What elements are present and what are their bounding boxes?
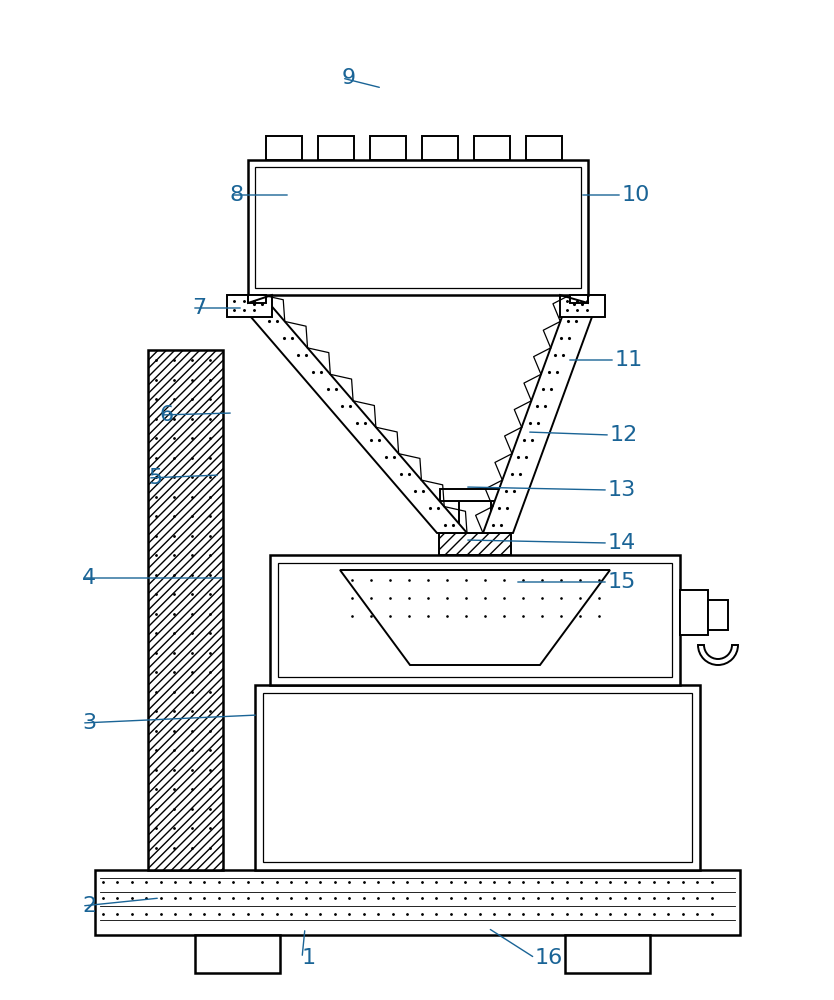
Polygon shape bbox=[340, 570, 610, 665]
Bar bbox=[248, 160, 588, 295]
Bar bbox=[148, 350, 223, 870]
Bar bbox=[422, 136, 458, 160]
Text: 11: 11 bbox=[615, 350, 643, 370]
Text: 4: 4 bbox=[82, 568, 96, 588]
Bar bbox=[440, 489, 510, 501]
Text: 1: 1 bbox=[302, 948, 316, 968]
Bar bbox=[248, 295, 266, 303]
Text: 3: 3 bbox=[82, 713, 96, 733]
Polygon shape bbox=[483, 295, 600, 533]
Bar bbox=[680, 590, 708, 635]
Bar bbox=[565, 935, 650, 973]
Bar bbox=[278, 563, 672, 677]
Bar bbox=[318, 136, 354, 160]
Polygon shape bbox=[232, 295, 467, 533]
Bar bbox=[474, 136, 510, 160]
Bar bbox=[227, 295, 272, 317]
Bar bbox=[266, 136, 302, 160]
Text: 10: 10 bbox=[622, 185, 651, 205]
Bar bbox=[526, 136, 562, 160]
Bar bbox=[370, 136, 406, 160]
Bar bbox=[708, 600, 728, 630]
Text: 5: 5 bbox=[148, 468, 163, 488]
Bar bbox=[560, 295, 605, 317]
Bar bbox=[95, 870, 740, 935]
Bar bbox=[270, 555, 680, 685]
Text: 13: 13 bbox=[608, 480, 636, 500]
Text: 6: 6 bbox=[160, 405, 174, 425]
Bar bbox=[255, 167, 581, 288]
Text: 14: 14 bbox=[608, 533, 636, 553]
Text: 16: 16 bbox=[535, 948, 563, 968]
Text: 12: 12 bbox=[610, 425, 638, 445]
Bar bbox=[459, 627, 495, 647]
Text: 2: 2 bbox=[82, 896, 96, 916]
Wedge shape bbox=[698, 645, 738, 665]
Text: 15: 15 bbox=[608, 572, 636, 592]
Bar bbox=[195, 935, 280, 973]
Text: 9: 9 bbox=[342, 68, 356, 88]
Bar bbox=[255, 685, 700, 870]
Text: 8: 8 bbox=[230, 185, 244, 205]
Bar bbox=[570, 295, 588, 303]
Bar bbox=[459, 501, 491, 533]
Bar bbox=[452, 647, 502, 667]
Text: 7: 7 bbox=[192, 298, 206, 318]
Bar bbox=[439, 533, 511, 555]
Bar bbox=[263, 693, 692, 862]
